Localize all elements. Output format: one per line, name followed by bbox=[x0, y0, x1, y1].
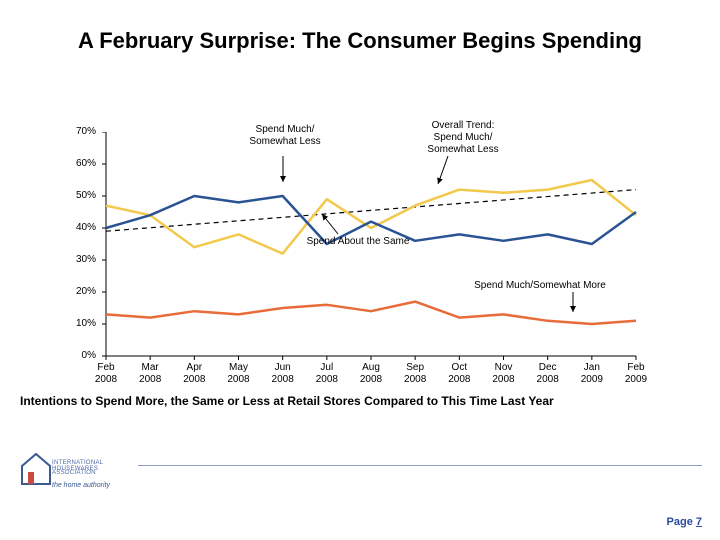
ytick-label: 40% bbox=[36, 222, 96, 233]
ytick-label: 70% bbox=[36, 126, 96, 137]
xtick-label: Jul2008 bbox=[307, 362, 347, 386]
page-number: Page 7 bbox=[667, 516, 702, 528]
chart-svg bbox=[100, 132, 660, 382]
chart-annotation: Overall Trend:Spend Much/Somewhat Less bbox=[408, 120, 518, 156]
iha-logo: INTERNATIONAL HOUSEWARES ASSOCIATION the… bbox=[18, 442, 138, 498]
page-title: A February Surprise: The Consumer Begins… bbox=[0, 28, 720, 54]
ytick-label: 60% bbox=[36, 158, 96, 169]
xtick-label: Jun2008 bbox=[263, 362, 303, 386]
chart-annotation: Spend About the Same bbox=[278, 236, 438, 248]
logo-line2: ASSOCIATION bbox=[52, 470, 96, 476]
xtick-label: Jan2009 bbox=[572, 362, 612, 386]
xtick-label: Aug2008 bbox=[351, 362, 391, 386]
xtick-label: Feb2008 bbox=[86, 362, 126, 386]
xtick-label: Dec2008 bbox=[528, 362, 568, 386]
xtick-label: Nov2008 bbox=[484, 362, 524, 386]
xtick-label: Mar2008 bbox=[130, 362, 170, 386]
logo-tagline: the home authority bbox=[52, 482, 110, 489]
footer-band: INTERNATIONAL HOUSEWARES ASSOCIATION the… bbox=[18, 442, 702, 498]
xtick-label: Sep2008 bbox=[395, 362, 435, 386]
xtick-label: Oct2008 bbox=[439, 362, 479, 386]
xtick-label: May2008 bbox=[219, 362, 259, 386]
page-label: Page bbox=[667, 516, 696, 528]
chart-subcaption: Intentions to Spend More, the Same or Le… bbox=[20, 394, 700, 408]
spending-intentions-chart: 0%10%20%30%40%50%60%70%Feb2008Mar2008Apr… bbox=[100, 132, 660, 372]
page-n: 7 bbox=[696, 516, 702, 528]
ytick-label: 50% bbox=[36, 190, 96, 201]
ytick-label: 10% bbox=[36, 318, 96, 329]
footer-rule bbox=[138, 465, 702, 466]
xtick-label: Apr2008 bbox=[174, 362, 214, 386]
ytick-label: 30% bbox=[36, 254, 96, 265]
ytick-label: 20% bbox=[36, 286, 96, 297]
chart-annotation: Spend Much/Somewhat More bbox=[440, 280, 640, 292]
xtick-label: Feb2009 bbox=[616, 362, 656, 386]
ytick-label: 0% bbox=[36, 350, 96, 361]
chart-annotation: Spend Much/Somewhat Less bbox=[240, 124, 330, 148]
